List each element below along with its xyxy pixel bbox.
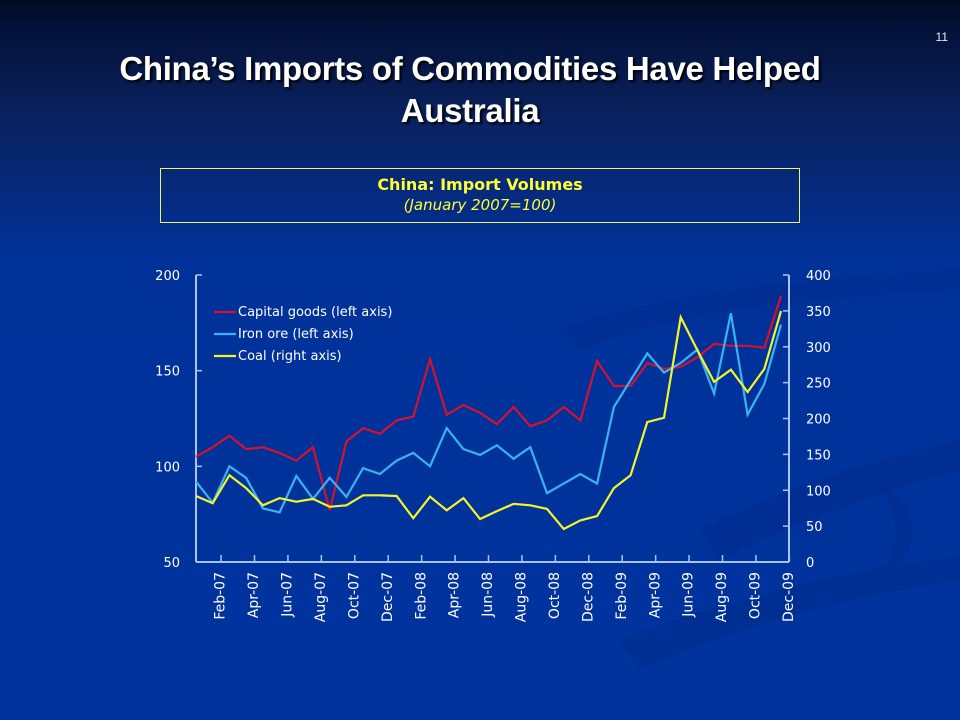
x-axis-tick-label: Apr-09 [647, 572, 663, 618]
legend-label: Capital goods (left axis) [238, 305, 392, 320]
slide-title: China’s Imports of Commodities Have Help… [0, 48, 940, 132]
chart-subtitle: (January 2007=100) [403, 196, 557, 214]
chart-lines [195, 295, 783, 531]
x-axis-tick-label: Dec-09 [781, 572, 797, 622]
left-axis-tick-label: 100 [155, 460, 180, 475]
chart-title: China: Import Volumes [377, 175, 583, 194]
right-axis-tick-label: 400 [806, 269, 831, 284]
page-number: 11 [935, 30, 948, 44]
x-axis-tick-label: Aug-09 [714, 572, 730, 622]
x-axis-tick-label: Jun-08 [480, 572, 496, 618]
slide-title-line-2: Australia [400, 92, 540, 129]
right-axis-tick-label: 50 [806, 520, 823, 535]
right-axis-tick-label: 150 [806, 448, 831, 463]
coal-line [195, 310, 783, 531]
x-axis-tick-label: Oct-07 [346, 572, 362, 619]
x-axis-tick-label: Feb-08 [413, 572, 429, 620]
right-axis-tick-label: 0 [806, 556, 814, 571]
x-axis-tick-label: Apr-07 [246, 572, 262, 618]
x-axis-tick-label: Aug-08 [514, 572, 530, 622]
chart-legend: Capital goods (left axis) Iron ore (left … [214, 305, 392, 364]
x-axis-tick-label: Apr-08 [447, 572, 463, 618]
x-axis-tick-label: Jun-07 [280, 572, 296, 618]
chart-axes: 50 100 150 200 0 50 100 150 200 250 300 350 400 Feb-0… [155, 269, 831, 622]
slide-title-line-1: China’s Imports of Commodities Have Help… [119, 50, 821, 87]
x-axis-tick-label: Jun-09 [681, 572, 697, 618]
chart-title-box: China: Import Volumes (January 2007=100) [160, 168, 800, 223]
right-axis-tick-label: 200 [806, 413, 831, 428]
x-axis-tick-label: Feb-07 [213, 572, 229, 620]
left-axis-tick-label: 150 [155, 365, 180, 380]
left-axis-tick-label: 50 [163, 556, 180, 571]
right-axis-tick-label: 100 [806, 484, 831, 499]
x-axis-tick-label: Aug-07 [313, 572, 329, 622]
right-axis-tick-label: 250 [806, 377, 831, 392]
left-axis-tick-label: 200 [155, 269, 180, 284]
x-axis-tick-label: Oct-09 [748, 572, 764, 619]
x-axis-tick-label: Dec-07 [380, 572, 396, 622]
x-axis-tick-label: Feb-09 [614, 572, 630, 620]
legend-label: Iron ore (left axis) [238, 327, 354, 342]
x-axis-tick-label: Dec-08 [580, 572, 596, 622]
capital-goods-line [195, 295, 783, 511]
x-axis-tick-label: Oct-08 [547, 572, 563, 619]
legend-label: Coal (right axis) [238, 349, 342, 364]
iron-ore-line [195, 313, 783, 514]
right-axis-tick-label: 350 [806, 305, 831, 320]
right-axis-tick-label: 300 [806, 341, 831, 356]
